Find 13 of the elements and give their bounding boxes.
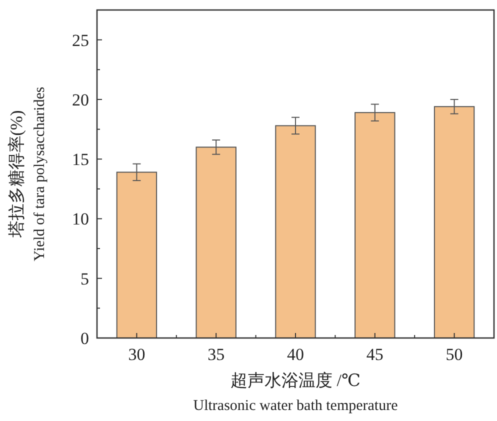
x-tick-label: 45 xyxy=(366,345,384,364)
x-axis-title: 超声水浴温度 /℃ Ultrasonic water bath temperature xyxy=(193,371,398,414)
x-tick-label: 30 xyxy=(128,345,146,364)
y-tick-label: 10 xyxy=(72,210,89,229)
x-tick-label: 35 xyxy=(208,345,225,364)
y-axis-title: 塔拉多糖得率(%) Yield of tara polysaccharides xyxy=(7,86,48,262)
y-tick-label: 0 xyxy=(80,329,89,348)
y-tick-label: 15 xyxy=(72,150,89,170)
y-tick-label: 25 xyxy=(72,30,89,50)
x-tick-label: 50 xyxy=(446,345,463,364)
x-tick-label: 40 xyxy=(287,345,304,364)
y-tick-label: 20 xyxy=(72,90,89,110)
y-tick-label: 5 xyxy=(80,269,89,288)
